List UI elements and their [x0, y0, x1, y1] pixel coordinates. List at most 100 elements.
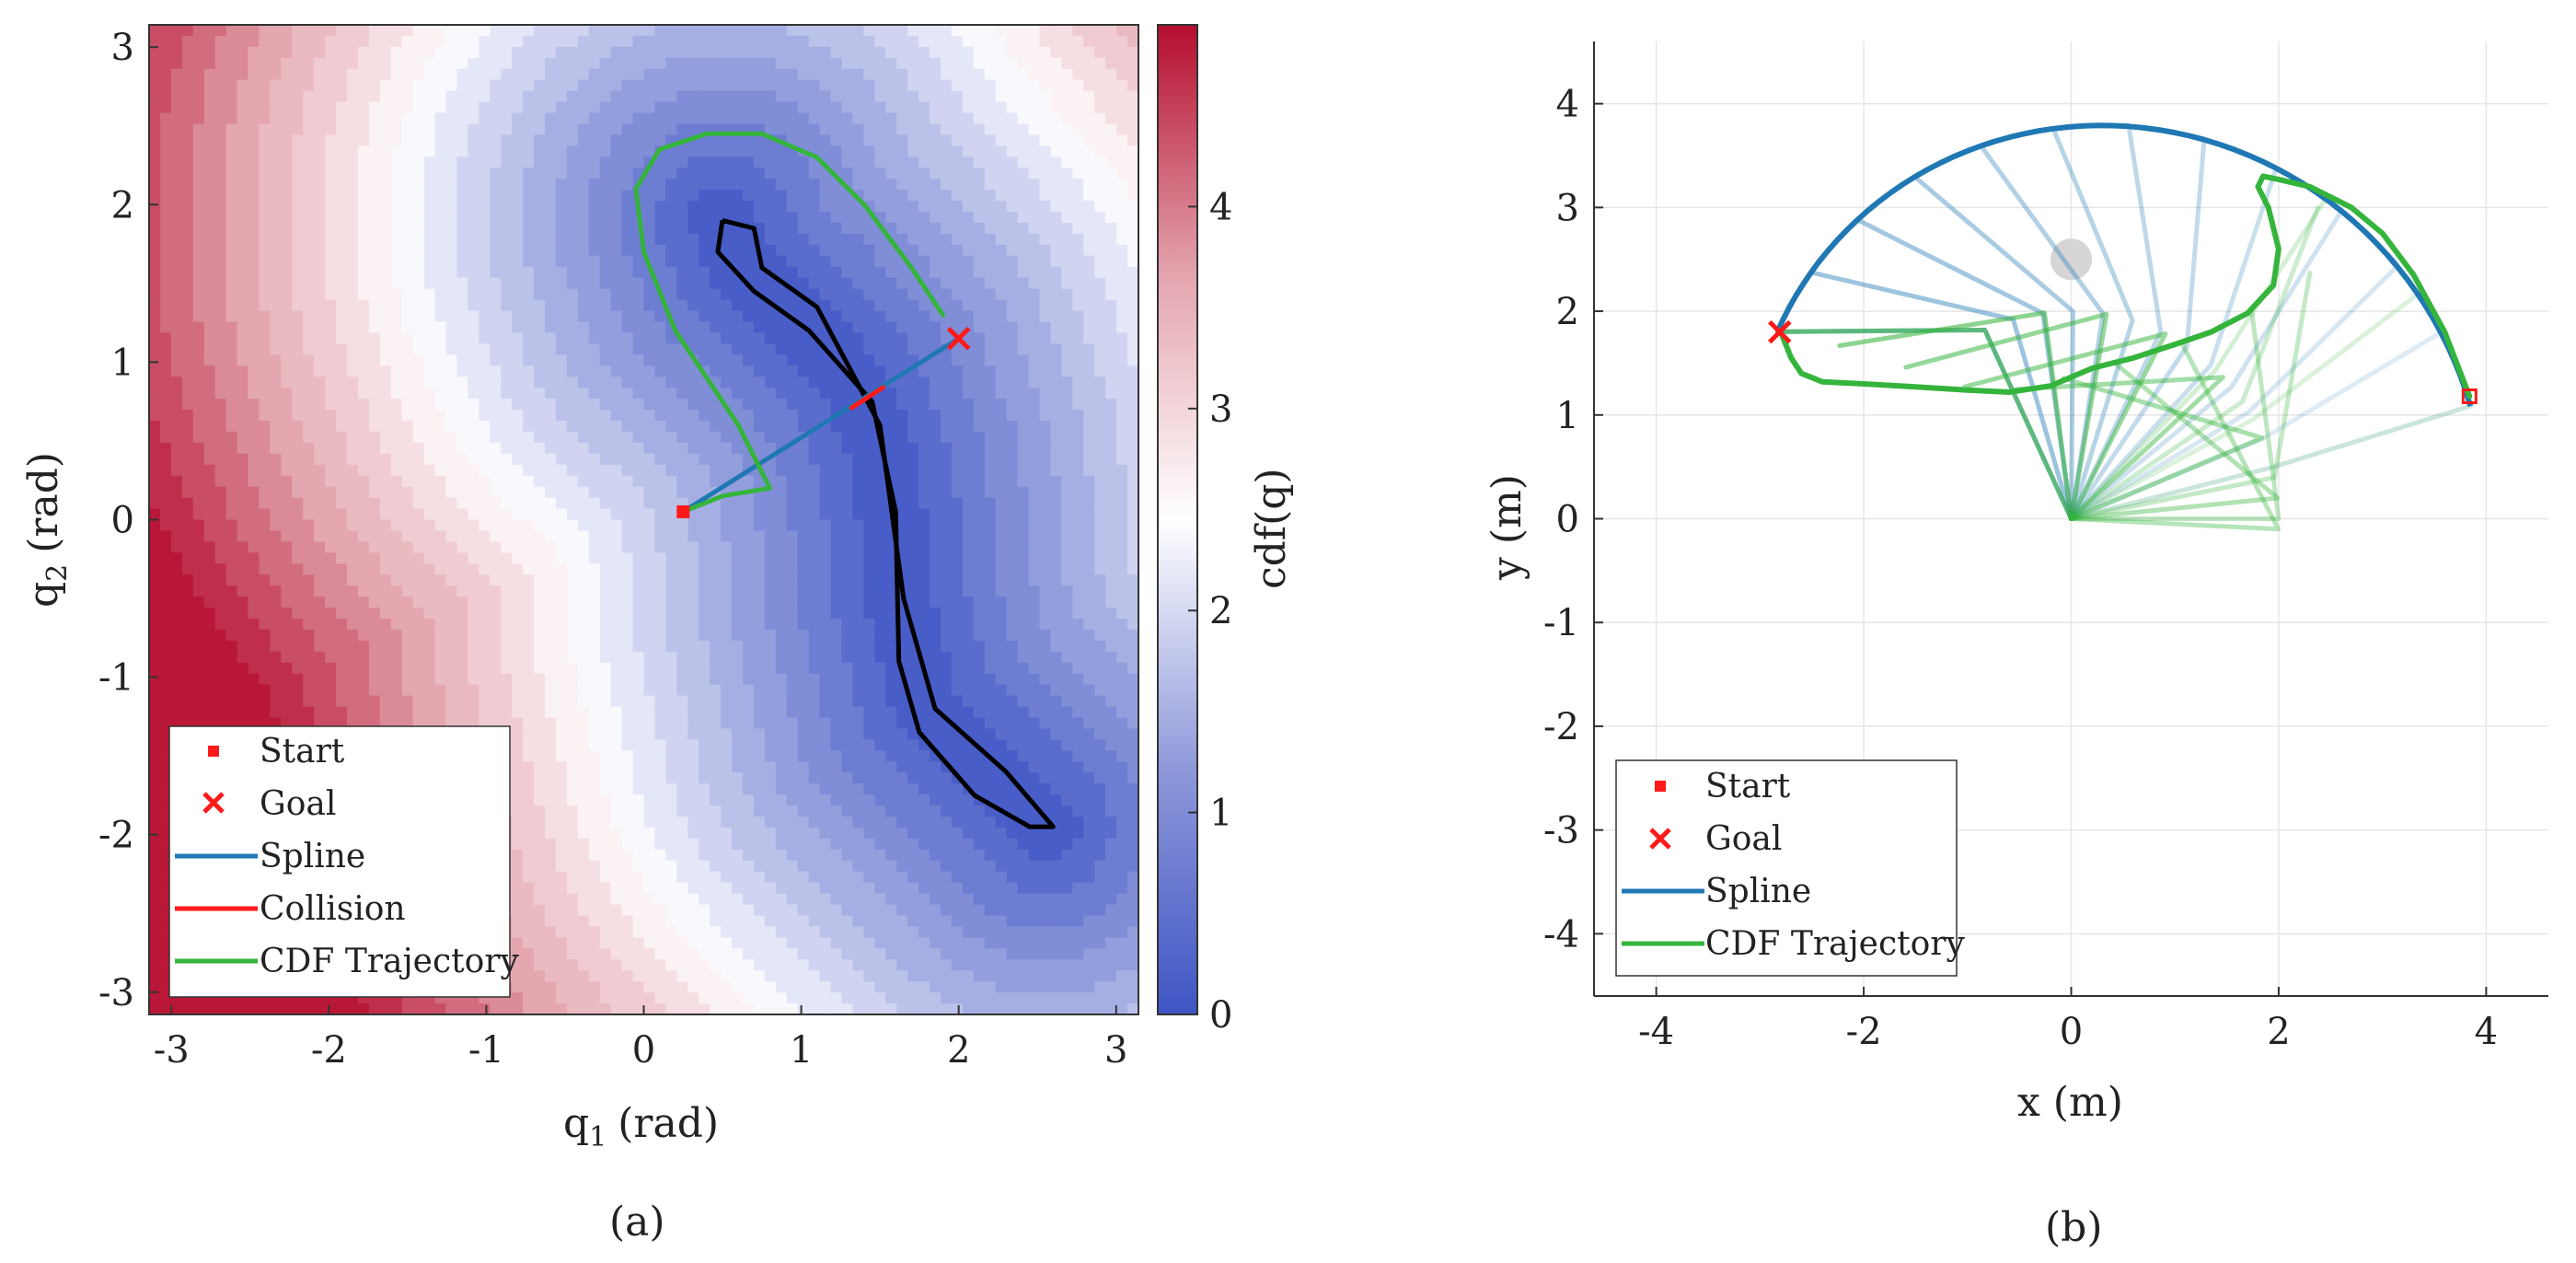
contour-cell	[743, 354, 755, 366]
contour-cell	[423, 475, 436, 488]
contour-cell	[710, 915, 722, 928]
contour-cell	[523, 794, 535, 806]
contour-cell	[643, 421, 656, 433]
contour-cell	[214, 399, 227, 411]
contour-cell	[423, 201, 436, 213]
contour-cell	[555, 739, 568, 751]
contour-cell	[566, 817, 579, 828]
contour-cell	[512, 827, 524, 840]
contour-cell	[732, 706, 744, 719]
contour-cell	[445, 541, 458, 553]
contour-cell	[534, 145, 546, 157]
contour-cell	[181, 179, 194, 191]
contour-cell	[401, 266, 414, 279]
contour-cell	[566, 475, 579, 488]
contour-cell	[665, 453, 677, 466]
contour-cell	[610, 937, 623, 949]
contour-cell	[534, 585, 546, 597]
contour-cell	[555, 992, 568, 1004]
contour-cell	[412, 35, 425, 48]
contour-cell	[555, 112, 568, 125]
contour-cell	[610, 79, 623, 92]
contour-cell	[412, 223, 425, 235]
contour-cell	[259, 574, 271, 586]
contour-cell	[303, 706, 315, 719]
contour-cell	[523, 915, 535, 928]
contour-cell	[270, 442, 282, 455]
contour-cell	[654, 585, 666, 597]
contour-cell	[314, 673, 326, 686]
contour-cell	[303, 585, 315, 597]
contour-cell	[445, 332, 458, 344]
contour-cell	[401, 112, 414, 125]
contour-cell	[599, 871, 612, 884]
contour-cell	[181, 388, 194, 400]
contour-cell	[237, 145, 249, 157]
contour-cell	[170, 453, 183, 466]
contour-cell	[687, 904, 699, 917]
contour-cell	[379, 421, 392, 433]
contour-cell	[423, 1003, 436, 1014]
contour-cell	[401, 46, 414, 59]
contour-cell	[379, 519, 392, 532]
contour-cell	[281, 585, 293, 597]
contour-cell	[401, 277, 414, 290]
contour-cell	[665, 552, 677, 564]
contour-cell	[401, 101, 414, 114]
contour-cell	[743, 112, 755, 125]
contour-cell	[665, 68, 677, 81]
contour-cell	[281, 223, 293, 235]
contour-cell	[721, 519, 733, 532]
contour-cell	[214, 388, 227, 400]
contour-cell	[281, 277, 293, 290]
contour-cell	[577, 35, 590, 48]
contour-cell	[699, 453, 710, 466]
contour-cell	[599, 508, 612, 521]
contour-cell	[259, 497, 271, 510]
contour-cell	[599, 201, 612, 213]
contour-cell	[292, 255, 304, 268]
contour-cell	[566, 212, 579, 224]
contour-cell	[699, 410, 710, 422]
contour-cell	[225, 673, 238, 686]
contour-cell	[555, 597, 568, 608]
contour-cell	[259, 123, 271, 136]
contour-cell	[379, 530, 392, 542]
contour-cell	[390, 212, 403, 224]
contour-cell	[710, 508, 722, 521]
contour-cell	[577, 288, 590, 301]
contour-cell	[523, 849, 535, 862]
contour-cell	[610, 838, 623, 851]
contour-cell	[577, 684, 590, 697]
contour-cell	[512, 640, 524, 653]
contour-cell	[149, 608, 161, 620]
contour-cell	[610, 608, 623, 620]
contour-cell	[479, 377, 491, 388]
contour-cell	[588, 629, 601, 642]
contour-cell	[390, 321, 403, 334]
contour-cell	[203, 574, 216, 586]
contour-cell	[588, 497, 601, 510]
contour-cell	[401, 145, 414, 157]
contour-cell	[588, 597, 601, 608]
contour-cell	[368, 388, 381, 400]
contour-cell	[577, 508, 590, 521]
contour-cell	[347, 597, 359, 608]
contour-cell	[203, 431, 216, 444]
contour-cell	[248, 244, 260, 257]
contour-cell	[445, 497, 458, 510]
contour-cell	[599, 574, 612, 586]
contour-cell	[512, 46, 524, 59]
contour-cell	[434, 343, 447, 355]
contour-cell	[577, 992, 590, 1004]
contour-cell	[270, 706, 282, 719]
contour-cell	[412, 486, 425, 499]
contour-cell	[357, 519, 370, 532]
contour-cell	[555, 619, 568, 631]
contour-cell	[577, 937, 590, 949]
contour-cell	[401, 442, 414, 455]
contour-cell	[654, 761, 666, 773]
contour-cell	[665, 90, 677, 103]
contour-cell	[732, 57, 744, 70]
contour-cell	[545, 673, 557, 686]
